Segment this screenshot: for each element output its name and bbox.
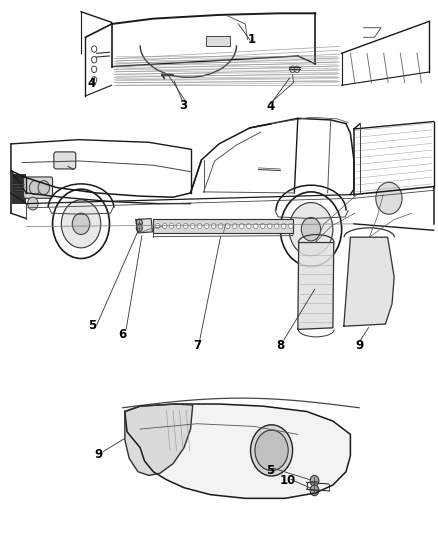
FancyBboxPatch shape: [12, 193, 25, 203]
Circle shape: [255, 430, 288, 471]
Circle shape: [240, 223, 244, 229]
Circle shape: [301, 217, 321, 241]
Polygon shape: [298, 243, 334, 329]
Circle shape: [136, 219, 142, 227]
Circle shape: [247, 223, 251, 229]
Circle shape: [53, 189, 110, 259]
Circle shape: [233, 223, 237, 229]
Circle shape: [191, 223, 195, 229]
Text: 9: 9: [95, 448, 102, 461]
Circle shape: [92, 56, 97, 63]
Polygon shape: [344, 237, 394, 326]
Circle shape: [226, 223, 230, 229]
Text: 3: 3: [179, 99, 187, 111]
Circle shape: [289, 203, 333, 256]
Circle shape: [310, 485, 319, 496]
Circle shape: [310, 475, 319, 486]
Circle shape: [177, 223, 181, 229]
Circle shape: [92, 46, 97, 52]
FancyBboxPatch shape: [153, 219, 293, 233]
Circle shape: [282, 223, 286, 229]
Circle shape: [294, 66, 300, 72]
Circle shape: [261, 223, 265, 229]
Circle shape: [198, 223, 202, 229]
Text: 8: 8: [276, 339, 284, 352]
Circle shape: [219, 223, 223, 229]
Text: 10: 10: [280, 474, 297, 487]
Circle shape: [38, 181, 49, 195]
Circle shape: [136, 224, 142, 232]
Text: 6: 6: [119, 328, 127, 341]
Circle shape: [72, 213, 90, 235]
Circle shape: [92, 77, 97, 83]
Circle shape: [184, 223, 188, 229]
Polygon shape: [125, 404, 193, 475]
Circle shape: [251, 425, 293, 476]
Circle shape: [28, 197, 38, 210]
Circle shape: [268, 223, 272, 229]
Circle shape: [254, 223, 258, 229]
FancyBboxPatch shape: [12, 174, 25, 192]
Circle shape: [290, 66, 295, 72]
Circle shape: [61, 200, 101, 248]
FancyBboxPatch shape: [54, 152, 76, 169]
FancyBboxPatch shape: [206, 36, 230, 46]
Circle shape: [280, 192, 342, 266]
Text: 4: 4: [87, 77, 95, 90]
Text: 4: 4: [267, 100, 275, 113]
Circle shape: [205, 223, 209, 229]
Circle shape: [155, 223, 160, 229]
FancyBboxPatch shape: [24, 177, 53, 198]
Circle shape: [376, 182, 402, 214]
Polygon shape: [125, 404, 350, 498]
Text: 5: 5: [88, 319, 96, 332]
Text: 7: 7: [193, 339, 201, 352]
Circle shape: [162, 223, 167, 229]
Circle shape: [289, 223, 293, 229]
Text: 9: 9: [355, 339, 363, 352]
Circle shape: [92, 66, 97, 72]
Circle shape: [170, 223, 174, 229]
Polygon shape: [136, 219, 152, 233]
Circle shape: [275, 223, 279, 229]
Text: 1: 1: [248, 33, 256, 46]
Circle shape: [212, 223, 216, 229]
Circle shape: [29, 181, 41, 195]
Text: 5: 5: [267, 464, 275, 477]
